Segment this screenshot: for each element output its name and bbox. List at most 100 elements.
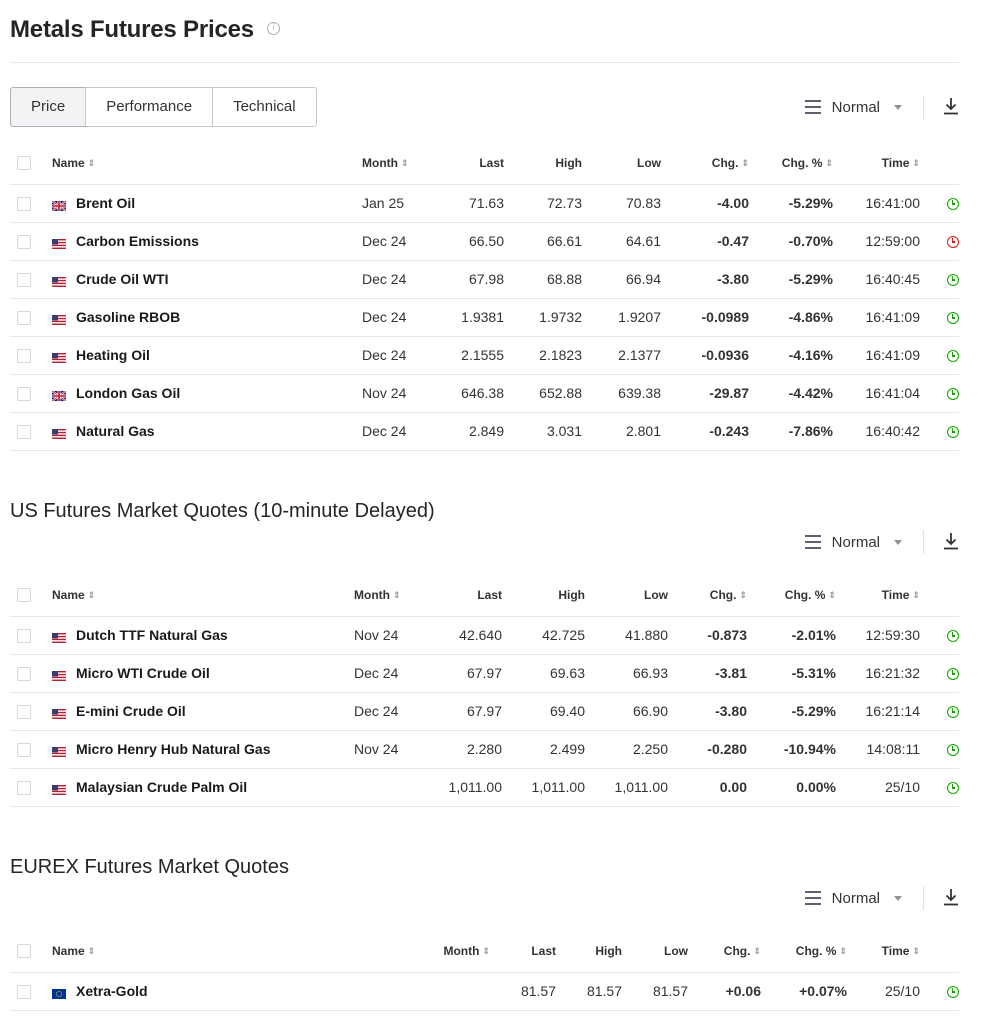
instrument-link[interactable]: Xetra-Gold (76, 983, 148, 999)
instrument-name-cell: Crude Oil WTI (52, 260, 362, 299)
tab-performance[interactable]: Performance (85, 87, 214, 127)
row-checkbox[interactable] (17, 743, 31, 758)
select-all-checkbox[interactable] (17, 588, 31, 603)
row-checkbox[interactable] (17, 235, 31, 250)
col-last: Last (424, 142, 504, 185)
download-icon[interactable] (943, 532, 959, 550)
col-name[interactable]: Name ⇕ (52, 142, 362, 185)
table-row[interactable]: Carbon Emissions Dec 24 66.50 66.61 64.61 -0.… (10, 222, 959, 261)
last-cell: 81.57 (490, 972, 556, 1011)
instrument-link[interactable]: Micro WTI Crude Oil (76, 665, 210, 681)
col-chg-pct[interactable]: Chg. % ⇕ (749, 142, 833, 185)
change-pct-cell: -4.42% (749, 374, 833, 413)
col-chg[interactable]: Chg. ⇕ (688, 930, 761, 973)
last-cell: 2.1555 (424, 336, 504, 375)
low-cell: 81.57 (622, 972, 688, 1011)
instrument-link[interactable]: Crude Oil WTI (76, 271, 169, 287)
col-time[interactable]: Time ⇕ (836, 574, 920, 617)
row-checkbox[interactable] (17, 629, 31, 644)
change-pct-cell: -10.94% (747, 730, 836, 769)
instrument-link[interactable]: E-mini Crude Oil (76, 703, 186, 719)
last-cell: 71.63 (424, 184, 504, 223)
instrument-link[interactable]: Carbon Emissions (76, 233, 199, 249)
low-cell: 2.250 (585, 730, 668, 769)
change-pct-cell: -5.29% (749, 260, 833, 299)
instrument-link[interactable]: Malaysian Crude Palm Oil (76, 779, 248, 795)
col-chg-pct[interactable]: Chg. % ⇕ (747, 574, 836, 617)
col-last: Last (419, 574, 502, 617)
instrument-link[interactable]: Natural Gas (76, 423, 155, 439)
time-cell: 16:21:32 (836, 654, 920, 693)
clock-open-icon (947, 350, 959, 363)
row-checkbox[interactable] (17, 425, 31, 440)
col-time[interactable]: Time ⇕ (833, 142, 920, 185)
view-mode-select-3[interactable]: Normal (804, 888, 902, 908)
us-flag-icon (52, 706, 66, 720)
us-flag-icon (52, 426, 66, 440)
select-all-checkbox[interactable] (17, 156, 31, 171)
sort-icon: ⇕ (753, 946, 761, 957)
high-cell: 81.57 (556, 972, 622, 1011)
download-icon[interactable] (943, 97, 959, 115)
table-row[interactable]: Heating Oil Dec 24 2.1555 2.1823 2.1377 -0.09… (10, 336, 959, 375)
view-mode-select-2[interactable]: Normal (804, 532, 902, 552)
col-month[interactable]: Month ⇕ (354, 574, 419, 617)
time-cell: 16:21:14 (836, 692, 920, 731)
row-checkbox[interactable] (17, 197, 31, 212)
table-row[interactable]: Dutch TTF Natural Gas Nov 24 42.640 42.725 4… (10, 616, 959, 655)
tab-price[interactable]: Price (10, 87, 87, 127)
month-cell (426, 972, 490, 1011)
table-row[interactable]: Brent Oil Jan 25 71.63 72.73 70.83 -4.00 -5.29… (10, 184, 959, 223)
table-row[interactable]: Natural Gas Dec 24 2.849 3.031 2.801 -0.243 -7… (10, 412, 959, 451)
instrument-link[interactable]: Brent Oil (76, 195, 136, 211)
col-month[interactable]: Month ⇕ (426, 930, 490, 973)
col-chg[interactable]: Chg. ⇕ (668, 574, 747, 617)
col-chg[interactable]: Chg. ⇕ (661, 142, 749, 185)
time-cell: 16:41:09 (833, 298, 920, 337)
info-icon[interactable]: i (267, 22, 280, 35)
low-cell: 1,011.00 (585, 768, 668, 807)
col-name[interactable]: Name ⇕ (52, 574, 354, 617)
table-row[interactable]: Micro Henry Hub Natural Gas Nov 24 2.280 2.… (10, 730, 959, 769)
instrument-link[interactable]: Dutch TTF Natural Gas (76, 627, 228, 643)
col-month[interactable]: Month ⇕ (362, 142, 424, 185)
clock-open-icon (947, 198, 959, 211)
tab-technical[interactable]: Technical (212, 87, 317, 127)
table-row[interactable]: Crude Oil WTI Dec 24 67.98 68.88 66.94 -3.80-… (10, 260, 959, 299)
row-checkbox[interactable] (17, 349, 31, 364)
row-checkbox[interactable] (17, 387, 31, 402)
instrument-link[interactable]: Gasoline RBOB (76, 309, 181, 325)
instrument-link[interactable]: London Gas Oil (76, 385, 181, 401)
clock-open-icon (947, 630, 959, 643)
view-mode-select-1[interactable]: Normal (804, 97, 902, 117)
instrument-link[interactable]: Micro Henry Hub Natural Gas (76, 741, 271, 757)
row-checkbox-cell (10, 184, 52, 223)
select-all-checkbox[interactable] (17, 944, 31, 959)
table-row[interactable]: Malaysian Crude Palm Oil 1,011.00 1,011.00… (10, 768, 959, 807)
col-status (920, 142, 959, 185)
col-name[interactable]: Name ⇕ (52, 930, 426, 973)
sort-icon: ⇕ (912, 590, 920, 601)
month-cell: Nov 24 (362, 374, 424, 413)
row-checkbox[interactable] (17, 273, 31, 288)
row-checkbox[interactable] (17, 667, 31, 682)
col-high: High (502, 574, 585, 617)
row-checkbox[interactable] (17, 311, 31, 326)
table-row[interactable]: Xetra-Gold 81.57 81.57 81.57 +0.06 +0.07% 25/1… (10, 972, 959, 1011)
instrument-link[interactable]: Heating Oil (76, 347, 150, 363)
table-row[interactable]: Micro WTI Crude Oil Dec 24 67.97 69.63 66.93… (10, 654, 959, 693)
table-row[interactable]: E-mini Crude Oil Dec 24 67.97 69.40 66.90 -3.… (10, 692, 959, 731)
row-checkbox[interactable] (17, 985, 31, 1000)
col-time[interactable]: Time ⇕ (847, 930, 920, 973)
clock-open-icon (947, 274, 959, 287)
table-row[interactable]: Gasoline RBOB Dec 24 1.9381 1.9732 1.9207 -0.… (10, 298, 959, 337)
row-checkbox-cell (10, 654, 52, 693)
row-checkbox[interactable] (17, 705, 31, 720)
high-cell: 69.63 (502, 654, 585, 693)
download-icon[interactable] (943, 888, 959, 906)
table-row[interactable]: London Gas Oil Nov 24 646.38 652.88 639.38 -2… (10, 374, 959, 413)
col-chg-pct[interactable]: Chg. % ⇕ (761, 930, 847, 973)
view-tabs: Price Performance Technical (10, 87, 317, 127)
month-cell: Dec 24 (354, 654, 419, 693)
row-checkbox[interactable] (17, 781, 31, 796)
